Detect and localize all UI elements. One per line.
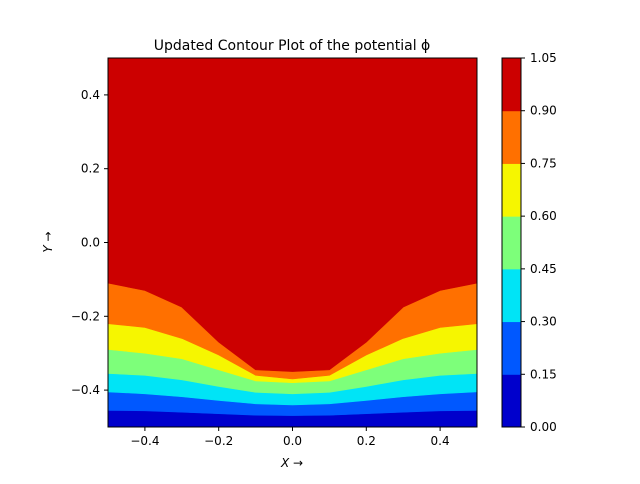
- colorbar-segment: [502, 321, 521, 375]
- colorbar-segment: [502, 163, 521, 217]
- colorbar-segment: [502, 374, 521, 428]
- x-tick-label: 0.2: [357, 434, 376, 448]
- colorbar-segment: [502, 216, 521, 270]
- colorbar-tick-label: 0.45: [530, 262, 557, 276]
- x-tick-label: −0.4: [130, 434, 159, 448]
- y-tick-label: 0.0: [81, 236, 100, 250]
- x-tick-label: 0.0: [283, 434, 302, 448]
- colorbar-tick-label: 0.30: [530, 315, 557, 329]
- y-axis-label: Y →: [41, 231, 55, 252]
- colorbar-segment: [502, 268, 521, 323]
- colorbar-tick-label: 0.15: [530, 367, 557, 381]
- colorbar-tick-label: 1.05: [530, 51, 557, 65]
- y-tick-label: 0.4: [81, 88, 100, 102]
- colorbar-frame: [501, 57, 522, 428]
- colorbar-tick-label: 0.90: [530, 104, 557, 118]
- x-axis: −0.4 −0.2 0.0 0.2 0.4: [130, 427, 450, 448]
- y-axis: −0.4 −0.2 0.0 0.2 0.4: [71, 88, 108, 397]
- colorbar-segment: [502, 110, 521, 164]
- colorbar-tick-label: 0.00: [530, 420, 557, 434]
- y-tick-label: 0.2: [81, 162, 100, 176]
- colorbar-tick-label: 0.75: [530, 156, 557, 170]
- x-tick-label: −0.2: [204, 434, 233, 448]
- x-axis-label: X →: [280, 456, 303, 470]
- y-tick-label: −0.4: [71, 383, 100, 397]
- colorbar: 0.00 0.15 0.30 0.45 0.60 0.75 0.90 1.05: [501, 51, 557, 434]
- chart-title: Updated Contour Plot of the potential ϕ: [154, 38, 431, 54]
- contour-plot-area: [107, 57, 478, 428]
- colorbar-segment: [502, 58, 521, 112]
- y-tick-label: −0.2: [71, 309, 100, 323]
- colorbar-tick-label: 0.60: [530, 209, 557, 223]
- x-tick-label: 0.4: [431, 434, 450, 448]
